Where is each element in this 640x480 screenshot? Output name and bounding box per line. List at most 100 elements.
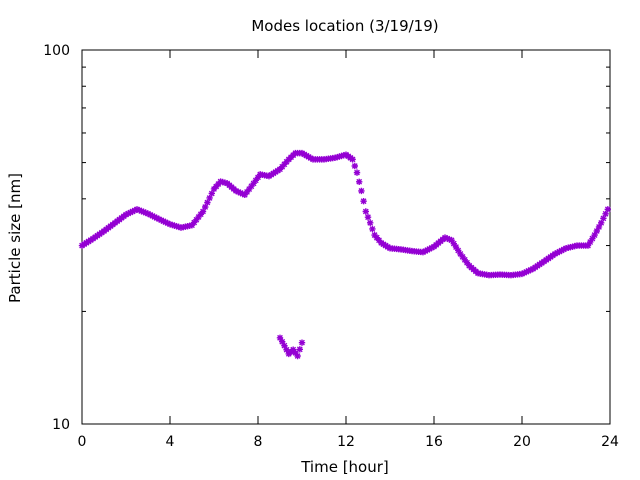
data-point [138, 207, 145, 215]
data-point [353, 169, 361, 176]
data-point [525, 267, 532, 275]
data-point [131, 207, 138, 214]
data-point [598, 219, 605, 227]
data-point [457, 250, 464, 258]
data-point [422, 247, 429, 255]
data-point [199, 208, 207, 215]
data-point [202, 203, 209, 211]
data-point [426, 245, 433, 253]
data-point [197, 211, 204, 218]
data-point [208, 190, 215, 197]
data-point [188, 222, 196, 229]
data-point [281, 342, 288, 349]
x-tick-label: 16 [425, 434, 443, 450]
data-point [560, 246, 567, 253]
data-point [127, 209, 134, 216]
data-point [589, 235, 596, 242]
data-point [452, 243, 460, 251]
data-point [296, 346, 303, 353]
data-point [428, 244, 435, 251]
x-tick-label: 12 [337, 434, 355, 450]
data-point [276, 334, 284, 342]
data-point [523, 268, 530, 276]
data-point [144, 210, 152, 217]
data-point [527, 266, 534, 274]
data-point [446, 236, 453, 243]
data-point [153, 214, 160, 222]
data-point [252, 177, 259, 184]
data-point [455, 247, 462, 254]
data-point [360, 197, 367, 205]
data-point [556, 248, 563, 255]
y-axis-label: Particle size [nm] [6, 173, 24, 303]
data-point [204, 199, 211, 206]
data-point [554, 249, 561, 256]
data-point [155, 215, 163, 223]
plot-frame [81, 49, 611, 425]
data-point [518, 270, 526, 278]
data-point [351, 162, 358, 170]
data-point [147, 211, 154, 218]
data-point [283, 346, 290, 353]
data-point [151, 213, 158, 221]
data-point [369, 225, 376, 233]
data-point [364, 213, 372, 221]
data-point [604, 206, 611, 213]
x-axis-label: Time [hour] [300, 458, 389, 476]
data-point [356, 178, 363, 185]
data-point [243, 188, 251, 196]
data-point [448, 237, 455, 244]
data-point [459, 253, 466, 261]
plot-border [81, 49, 611, 425]
data-point [593, 227, 600, 235]
data-point [142, 209, 149, 217]
data-point [160, 217, 167, 225]
data-point [587, 238, 594, 246]
data-point [279, 338, 286, 345]
data-point [584, 242, 592, 249]
y-tick-label: 100 [43, 43, 70, 59]
x-tick-label: 24 [601, 434, 619, 450]
data-point [193, 216, 200, 223]
data-point [463, 259, 471, 266]
data-points [78, 149, 611, 360]
data-point [298, 339, 306, 346]
data-point [441, 234, 449, 241]
data-point [250, 180, 257, 187]
data-point [237, 189, 244, 197]
data-point [521, 269, 528, 277]
data-point [450, 240, 457, 247]
data-point [290, 346, 297, 353]
data-point [195, 213, 202, 221]
x-tick-label: 0 [78, 434, 87, 450]
data-point [444, 235, 451, 242]
x-tick-label: 4 [166, 434, 175, 450]
data-point [164, 220, 171, 227]
data-point [235, 188, 242, 196]
data-point [367, 219, 374, 227]
data-point [292, 349, 299, 357]
data-point [551, 250, 559, 258]
data-point [125, 210, 132, 217]
data-point [191, 219, 198, 226]
data-point [591, 231, 598, 239]
data-point [349, 156, 356, 163]
data-point [424, 246, 431, 254]
axis-ticks: 0 4 8 12 16 20 24 10 100 [43, 43, 619, 450]
data-point [129, 208, 136, 215]
data-point [246, 185, 253, 193]
data-point [362, 208, 369, 215]
data-point [206, 194, 213, 202]
data-point [358, 187, 365, 195]
data-point [254, 174, 262, 181]
data-point [122, 211, 130, 218]
data-point [149, 212, 156, 220]
data-point [600, 215, 607, 222]
data-point [595, 223, 603, 231]
data-point [419, 248, 427, 256]
data-point [602, 210, 609, 218]
data-point [239, 190, 246, 198]
data-point [162, 219, 169, 226]
data-point [241, 191, 248, 199]
